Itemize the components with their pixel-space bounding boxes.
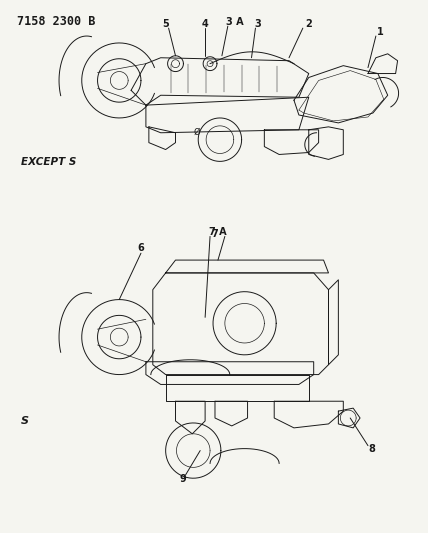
Text: 4: 4 xyxy=(202,19,208,29)
Text: 1: 1 xyxy=(377,27,383,37)
Text: Ø: Ø xyxy=(194,128,201,138)
Text: S: S xyxy=(21,416,29,426)
Text: 7 A: 7 A xyxy=(209,228,227,237)
Text: 5: 5 xyxy=(162,19,169,29)
Text: 3 A: 3 A xyxy=(226,17,244,27)
Text: 9: 9 xyxy=(179,474,186,484)
Text: EXCEPT S: EXCEPT S xyxy=(21,157,76,167)
Text: 7: 7 xyxy=(211,229,218,239)
Text: 7158 2300 B: 7158 2300 B xyxy=(17,15,95,28)
Text: 8: 8 xyxy=(369,443,375,454)
Text: 6: 6 xyxy=(137,243,144,253)
Text: 2: 2 xyxy=(306,19,312,29)
Text: 3: 3 xyxy=(254,19,261,29)
